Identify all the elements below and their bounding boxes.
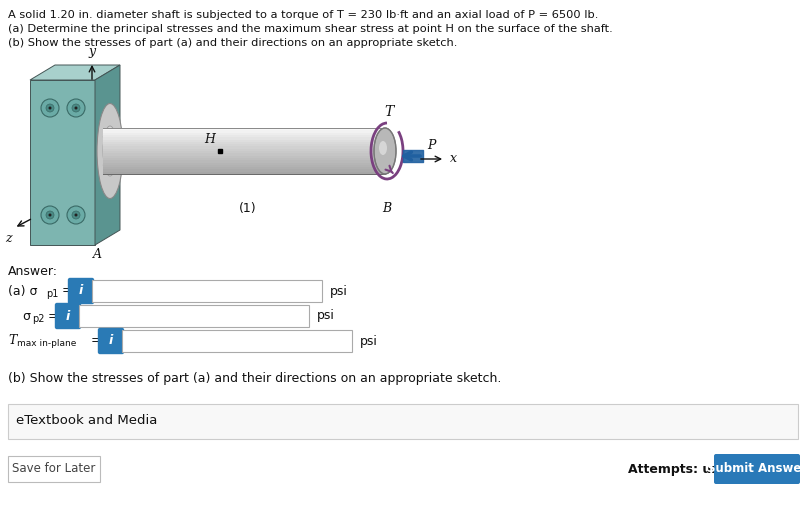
Circle shape	[103, 134, 108, 139]
Circle shape	[41, 206, 59, 224]
FancyBboxPatch shape	[122, 330, 352, 352]
Circle shape	[48, 107, 52, 110]
Text: max in-plane: max in-plane	[17, 340, 77, 348]
Text: psi: psi	[360, 334, 378, 347]
FancyBboxPatch shape	[56, 304, 81, 329]
Polygon shape	[103, 153, 385, 155]
FancyBboxPatch shape	[8, 404, 798, 439]
Text: T: T	[8, 334, 16, 347]
Circle shape	[72, 104, 80, 112]
Text: A: A	[93, 248, 102, 261]
FancyBboxPatch shape	[8, 456, 100, 482]
Polygon shape	[103, 131, 385, 133]
FancyBboxPatch shape	[69, 279, 93, 304]
Text: Submit Answer: Submit Answer	[707, 462, 806, 475]
Text: (b) Show the stresses of part (a) and their directions on an appropriate sketch.: (b) Show the stresses of part (a) and th…	[8, 38, 457, 48]
Text: Answer:: Answer:	[8, 265, 58, 278]
Text: i: i	[66, 309, 70, 322]
Text: =: =	[44, 309, 59, 322]
Text: i: i	[109, 334, 113, 347]
Text: z: z	[5, 232, 11, 245]
Text: eTextbook and Media: eTextbook and Media	[16, 414, 157, 427]
Text: σ: σ	[22, 309, 30, 322]
Polygon shape	[103, 149, 385, 151]
Ellipse shape	[97, 103, 123, 199]
Text: y: y	[89, 45, 96, 58]
Circle shape	[72, 211, 80, 219]
Polygon shape	[103, 144, 385, 147]
Text: Save for Later: Save for Later	[12, 462, 96, 475]
Polygon shape	[95, 65, 120, 245]
Text: B: B	[382, 202, 392, 215]
Polygon shape	[30, 80, 95, 245]
Polygon shape	[103, 142, 385, 144]
Text: p2: p2	[32, 314, 44, 324]
Polygon shape	[103, 139, 385, 142]
Polygon shape	[103, 133, 385, 135]
Circle shape	[46, 211, 54, 219]
Polygon shape	[103, 147, 385, 149]
Polygon shape	[103, 170, 385, 172]
Circle shape	[48, 214, 52, 216]
Polygon shape	[103, 165, 385, 167]
FancyBboxPatch shape	[714, 454, 800, 484]
Circle shape	[46, 104, 54, 112]
Text: psi: psi	[330, 284, 348, 297]
Text: psi: psi	[317, 309, 334, 322]
Circle shape	[67, 99, 85, 117]
Polygon shape	[103, 167, 385, 170]
Text: (1): (1)	[239, 202, 257, 215]
Polygon shape	[103, 162, 385, 165]
Polygon shape	[103, 172, 385, 174]
Text: =: =	[87, 334, 102, 347]
Text: p1: p1	[46, 289, 58, 299]
Polygon shape	[103, 158, 385, 160]
Text: A solid 1.20 in. diameter shaft is subjected to a torque of T = 230 lb·ft and an: A solid 1.20 in. diameter shaft is subje…	[8, 10, 598, 20]
Polygon shape	[103, 137, 385, 139]
Text: (a) Determine the principal stresses and the maximum shear stress at point H on : (a) Determine the principal stresses and…	[8, 24, 613, 34]
Text: P: P	[427, 139, 435, 152]
Text: T: T	[384, 105, 393, 119]
Ellipse shape	[374, 128, 396, 174]
Circle shape	[103, 163, 108, 167]
Circle shape	[74, 214, 77, 216]
Text: =: =	[58, 284, 73, 297]
Polygon shape	[103, 128, 385, 131]
Polygon shape	[30, 65, 120, 80]
Ellipse shape	[379, 141, 387, 155]
Circle shape	[41, 99, 59, 117]
Text: Attempts: unlimited: Attempts: unlimited	[628, 462, 769, 475]
Text: (a) σ: (a) σ	[8, 284, 38, 297]
Text: (b) Show the stresses of part (a) and their directions on an appropriate sketch.: (b) Show the stresses of part (a) and th…	[8, 372, 501, 385]
Polygon shape	[103, 151, 385, 153]
Polygon shape	[103, 160, 385, 162]
FancyBboxPatch shape	[79, 305, 309, 327]
Polygon shape	[103, 135, 385, 137]
Text: H: H	[204, 133, 215, 146]
Ellipse shape	[103, 126, 117, 176]
Circle shape	[74, 107, 77, 110]
FancyBboxPatch shape	[98, 329, 123, 354]
FancyBboxPatch shape	[92, 280, 322, 302]
Text: x: x	[450, 152, 457, 165]
Circle shape	[112, 134, 117, 139]
Circle shape	[112, 163, 117, 167]
Text: i: i	[79, 284, 83, 297]
Circle shape	[67, 206, 85, 224]
Polygon shape	[103, 155, 385, 158]
